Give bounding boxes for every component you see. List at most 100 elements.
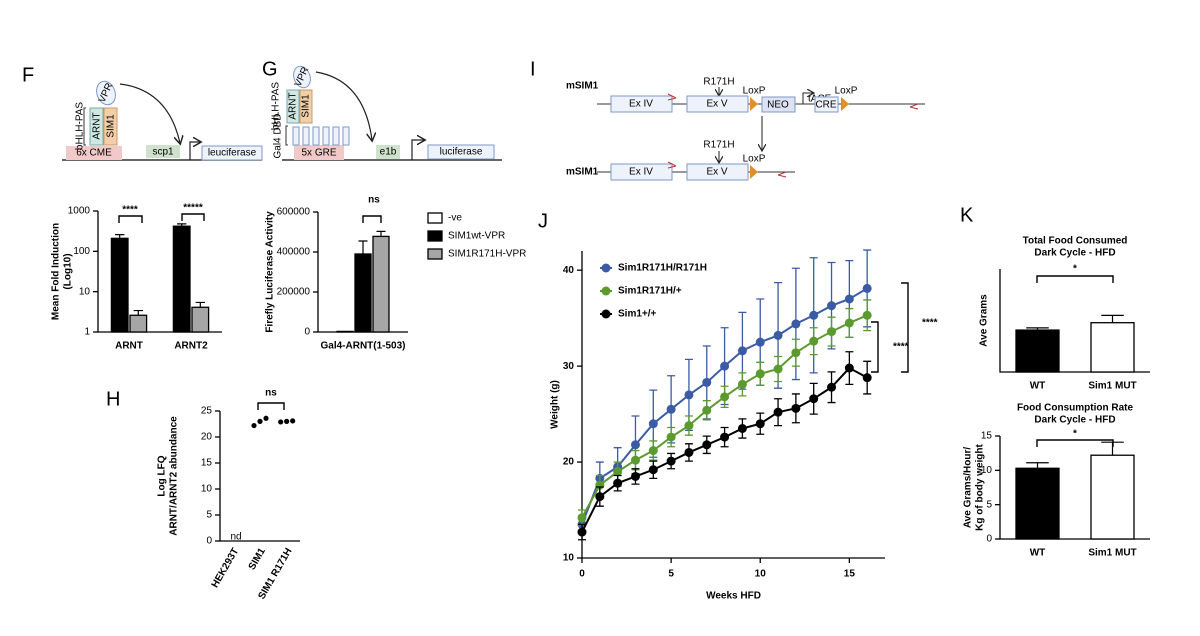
data-point	[720, 361, 730, 371]
error-bar	[1026, 462, 1049, 469]
data-point	[755, 337, 765, 347]
data-point	[755, 419, 765, 429]
annotation: *****	[183, 203, 203, 214]
x-axis-label: Weeks HFD	[706, 591, 761, 602]
y-axis-label: Firefly Luciferase Activity	[265, 211, 276, 333]
panel-letter: K	[960, 204, 974, 226]
y-axis-label: (Log10)	[63, 253, 74, 289]
y-axis-label: Kg of body weight	[975, 444, 986, 531]
y-axis-label: Ave Grams	[979, 294, 990, 347]
y-tick-label: 1	[84, 327, 90, 338]
panel-letter: G	[262, 58, 278, 80]
data-point	[284, 418, 290, 424]
diagram-g: 5x GRE e1b luciferase Gal4 DBD ARNT SIM1…	[271, 65, 502, 161]
chart-title: Food Consumption Rate	[1017, 403, 1134, 414]
dbd-label: Gal4 DBD	[273, 113, 284, 158]
x-tick-label: ARNT2	[174, 341, 208, 352]
loxp-label: LoxP	[835, 86, 858, 97]
legend-label: Sim1+/+	[618, 309, 657, 320]
y-tick-label: 200000	[277, 287, 311, 298]
bar	[1015, 329, 1060, 373]
data-point	[809, 336, 819, 346]
data-point	[648, 446, 658, 456]
gene-label: mSIM1	[566, 167, 599, 178]
y-tick-label: 100	[73, 246, 90, 257]
annotation: ****	[122, 205, 138, 216]
data-point	[278, 419, 284, 425]
legend-swatch	[427, 248, 443, 260]
bracket	[118, 215, 143, 223]
data-point	[613, 478, 623, 488]
y-tick-label: 15	[981, 431, 993, 442]
data-point	[702, 440, 712, 450]
legend-marker	[601, 263, 611, 273]
bracket	[181, 213, 205, 221]
x-tick-label: 10	[755, 569, 767, 580]
legend-marker	[601, 286, 611, 296]
x-tick-label: Sim1 MUT	[1088, 381, 1136, 392]
data-point	[595, 492, 605, 502]
y-axis-label: ARNT/ARNT2 abundance	[169, 416, 180, 536]
promoter-label: e1b	[380, 147, 397, 158]
loxp-label: LoxP	[743, 154, 766, 165]
bracket	[362, 215, 382, 223]
axis	[219, 411, 300, 542]
data-point	[684, 421, 694, 431]
y-tick-label: 5	[206, 510, 212, 521]
legend-swatch	[427, 230, 443, 242]
data-point	[666, 456, 676, 466]
data-point	[702, 405, 712, 415]
promoter-label: scp1	[152, 147, 174, 158]
diagram-i: mSIM1 Ex IV R171H Ex V LoxP NEO tACE CRE…	[566, 77, 925, 181]
data-point	[862, 310, 872, 320]
data-point	[257, 418, 263, 424]
bar	[354, 253, 372, 333]
data-point	[809, 310, 819, 320]
sim1-label: SIM1	[301, 94, 312, 118]
chart-title: Dark Cycle - HFD	[1034, 415, 1115, 426]
y-tick-label: 0	[206, 536, 212, 547]
legend-swatch	[427, 212, 443, 224]
bar	[110, 237, 129, 333]
x-tick-label: 5	[668, 569, 674, 580]
gene-label: mSIM1	[566, 81, 599, 92]
neo-label: NEO	[767, 100, 789, 111]
y-tick-label: 30	[563, 361, 575, 372]
y-tick-label: 5	[986, 499, 992, 510]
y-tick-label: 10	[201, 484, 213, 495]
data-point	[773, 330, 783, 340]
data-point	[791, 319, 801, 329]
y-tick-label: 10	[981, 465, 993, 476]
y-axis-label: Ave Grams/Hour/	[963, 447, 974, 529]
bracket	[1036, 275, 1114, 283]
data-point	[773, 407, 783, 417]
data-point	[737, 423, 747, 433]
chart-title: Dark Cycle - HFD	[1034, 248, 1115, 259]
annotation: ****	[922, 318, 938, 329]
y-tick-label: 0	[304, 327, 310, 338]
y-tick-label: 10	[563, 553, 575, 564]
bar	[1090, 454, 1135, 540]
data-point	[755, 369, 765, 379]
y-tick-label: 0	[986, 534, 992, 545]
exon-label: Ex V	[706, 99, 727, 110]
data-point	[630, 471, 640, 481]
annotation: nd	[230, 532, 241, 543]
y-tick-label: 400000	[277, 247, 311, 258]
panel-letter: H	[106, 388, 120, 410]
exon-label: Ex IV	[629, 99, 653, 110]
sim1-label: SIM1	[106, 114, 117, 138]
data-point	[630, 440, 640, 450]
data-point	[844, 363, 854, 373]
data-point	[577, 513, 587, 523]
element-label: 6x CME	[76, 148, 112, 159]
data-point	[827, 301, 837, 311]
x-tick-label: 15	[844, 569, 856, 580]
arnt-label: ARNT	[92, 112, 103, 139]
y-axis-label: Weight (g)	[550, 380, 561, 429]
x-tick-label: HEK293T	[210, 546, 241, 590]
cre-label: CRE	[815, 100, 836, 111]
data-point	[702, 377, 712, 387]
annotation: *	[1073, 429, 1077, 440]
x-tick-label: WT	[1030, 381, 1046, 392]
